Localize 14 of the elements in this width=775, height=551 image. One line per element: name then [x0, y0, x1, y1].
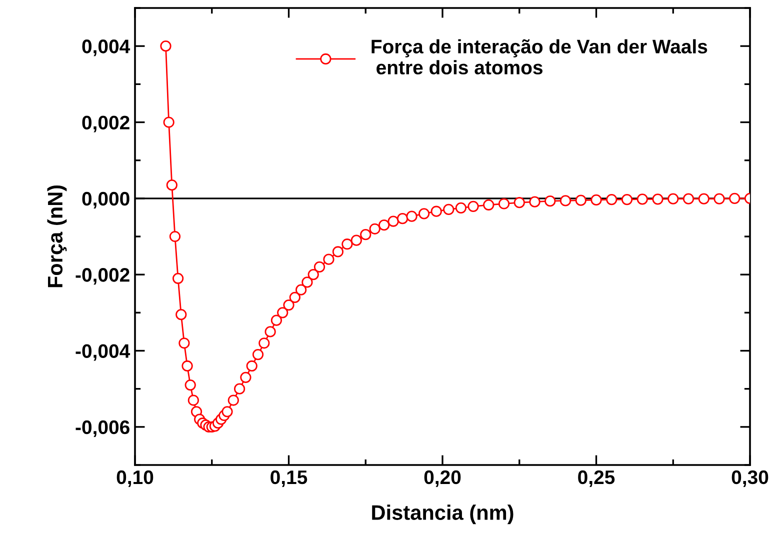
y-tick-label: -0,002 — [76, 268, 130, 285]
x-tick-label: 0,15 — [270, 470, 308, 487]
y-tick-label: -0,004 — [76, 344, 130, 361]
y-tick-label: 0,000 — [82, 192, 130, 208]
x-axis-title: Distancia (nm) — [372, 504, 514, 524]
y-tick-label: -0,006 — [76, 420, 130, 437]
y-tick-label: 0,004 — [82, 40, 130, 56]
y-tick-label: 0,002 — [82, 116, 130, 132]
x-tick-label: 0,30 — [732, 470, 768, 487]
x-tick-label: 0,10 — [116, 470, 154, 487]
x-tick-label: 0,20 — [424, 470, 461, 487]
y-axis-title: Força (nN) — [47, 185, 67, 288]
legend-label: Força de interação de Van der Waals entre dois atomos — [372, 39, 708, 74]
x-tick-label: 0,25 — [578, 470, 615, 487]
